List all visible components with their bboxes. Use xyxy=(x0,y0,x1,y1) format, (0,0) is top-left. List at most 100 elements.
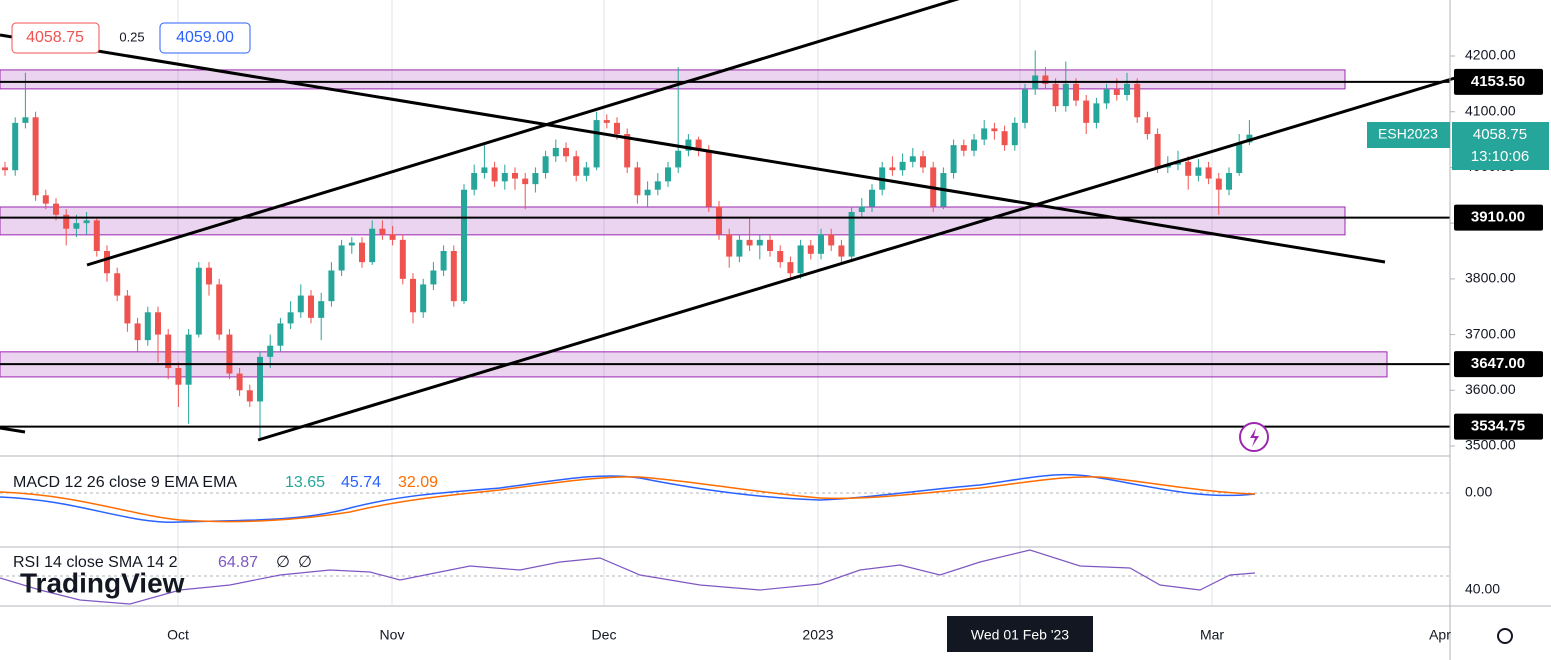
candle-body xyxy=(1154,134,1161,168)
spread: 0.25 xyxy=(119,29,144,44)
candle-body xyxy=(348,242,355,246)
x-label: Oct xyxy=(167,627,189,643)
candle-body xyxy=(767,239,773,251)
candle-body xyxy=(1073,83,1079,101)
rsi-line xyxy=(0,549,1256,605)
candle-body xyxy=(532,173,539,185)
candle-body xyxy=(971,139,977,151)
candle-body xyxy=(1236,142,1243,173)
buy-box[interactable] xyxy=(159,22,251,54)
logo: TradingView xyxy=(20,567,185,598)
x-label: Dec xyxy=(592,627,617,643)
candle-body xyxy=(583,167,590,176)
y-tick-label: 4100.00 xyxy=(1465,102,1516,118)
candle-body xyxy=(685,139,692,151)
candle-body xyxy=(471,173,478,190)
candle-body xyxy=(491,167,498,182)
candle-body xyxy=(716,206,722,235)
candle-body xyxy=(675,150,682,168)
rsi-value: 64.87 xyxy=(218,554,258,571)
candle-body xyxy=(185,334,192,385)
macd-signal: 32.09 xyxy=(398,474,438,491)
candle-body xyxy=(807,245,814,254)
candle-body xyxy=(858,206,865,212)
last-price-box xyxy=(1452,122,1549,170)
candle-body xyxy=(705,150,712,207)
level-label: 3910.00 xyxy=(1471,209,1525,226)
rsi-b: ∅ xyxy=(298,554,312,571)
rsi-legend: RSI 14 close SMA 14 2 xyxy=(13,554,178,571)
candle-body xyxy=(838,245,845,257)
candle-body xyxy=(614,122,620,134)
candle-body xyxy=(512,173,518,179)
alert-bolt xyxy=(1250,428,1259,447)
x-label-highlight: Wed 01 Feb '23 xyxy=(971,627,1069,643)
candle-body xyxy=(481,167,488,173)
zone xyxy=(0,206,1346,236)
candle-body xyxy=(359,242,365,263)
candle-body xyxy=(950,145,957,173)
y-tick-label: 3500.00 xyxy=(1465,437,1516,453)
candle-body xyxy=(246,390,253,402)
candle-body xyxy=(124,295,131,324)
candle-body xyxy=(53,203,59,215)
grid xyxy=(177,0,1213,605)
level-box xyxy=(1454,204,1543,231)
trend-line xyxy=(0,426,26,434)
level-box xyxy=(1454,68,1543,95)
buy-price: 4059.00 xyxy=(176,29,234,46)
candle-body xyxy=(563,147,569,157)
candle-body xyxy=(920,156,926,168)
candle-body xyxy=(22,117,29,123)
candle-body xyxy=(12,122,19,171)
sell-price: 4058.75 xyxy=(26,29,84,46)
candle-body xyxy=(1185,161,1192,176)
candle-body xyxy=(756,239,763,246)
candle-body xyxy=(1052,83,1059,107)
candle-body xyxy=(828,234,835,246)
candle-body xyxy=(1113,89,1120,95)
macd-tick: 0.00 xyxy=(1465,484,1492,500)
symbol-box xyxy=(1367,122,1450,148)
candle-body xyxy=(787,262,794,274)
sell-box[interactable] xyxy=(11,22,100,54)
candle-body xyxy=(1093,103,1100,123)
candle-body xyxy=(287,312,294,324)
x-label: Nov xyxy=(380,627,405,643)
candle-body xyxy=(328,270,335,302)
crosshair-date-box xyxy=(947,616,1093,652)
candle-body xyxy=(2,167,8,171)
level-label: 3534.75 xyxy=(1471,418,1525,435)
y-tick-label: 3800.00 xyxy=(1465,270,1516,286)
level-label: 4153.50 xyxy=(1471,73,1525,90)
candle-body xyxy=(1011,122,1018,146)
settings-icon[interactable] xyxy=(1497,628,1513,644)
macd-value: 45.74 xyxy=(341,474,381,491)
x-label: 2023 xyxy=(802,627,833,643)
candle-body xyxy=(797,245,804,274)
candle-body xyxy=(267,345,274,357)
candle-body xyxy=(104,251,110,274)
candle-body xyxy=(889,167,896,171)
candle-body xyxy=(818,234,824,254)
candle-body xyxy=(981,128,988,140)
candle-body xyxy=(573,156,580,176)
candle-body xyxy=(32,117,39,196)
candle-body xyxy=(593,120,600,168)
candle-body xyxy=(1022,89,1028,123)
candle-body xyxy=(909,156,916,162)
x-label: Apr xyxy=(1429,627,1451,643)
candle-body xyxy=(195,267,202,335)
y-tick-label: 3600.00 xyxy=(1465,381,1516,397)
candle-body xyxy=(42,195,49,204)
level-box xyxy=(1454,413,1543,440)
y-tick-label: 3700.00 xyxy=(1465,325,1516,341)
candle-body xyxy=(1205,167,1212,179)
levels xyxy=(0,80,1450,428)
candle-body xyxy=(869,189,875,207)
candle-body xyxy=(216,284,223,335)
candle-body xyxy=(83,220,90,224)
candle-body xyxy=(297,295,304,313)
candle-body xyxy=(430,270,437,285)
